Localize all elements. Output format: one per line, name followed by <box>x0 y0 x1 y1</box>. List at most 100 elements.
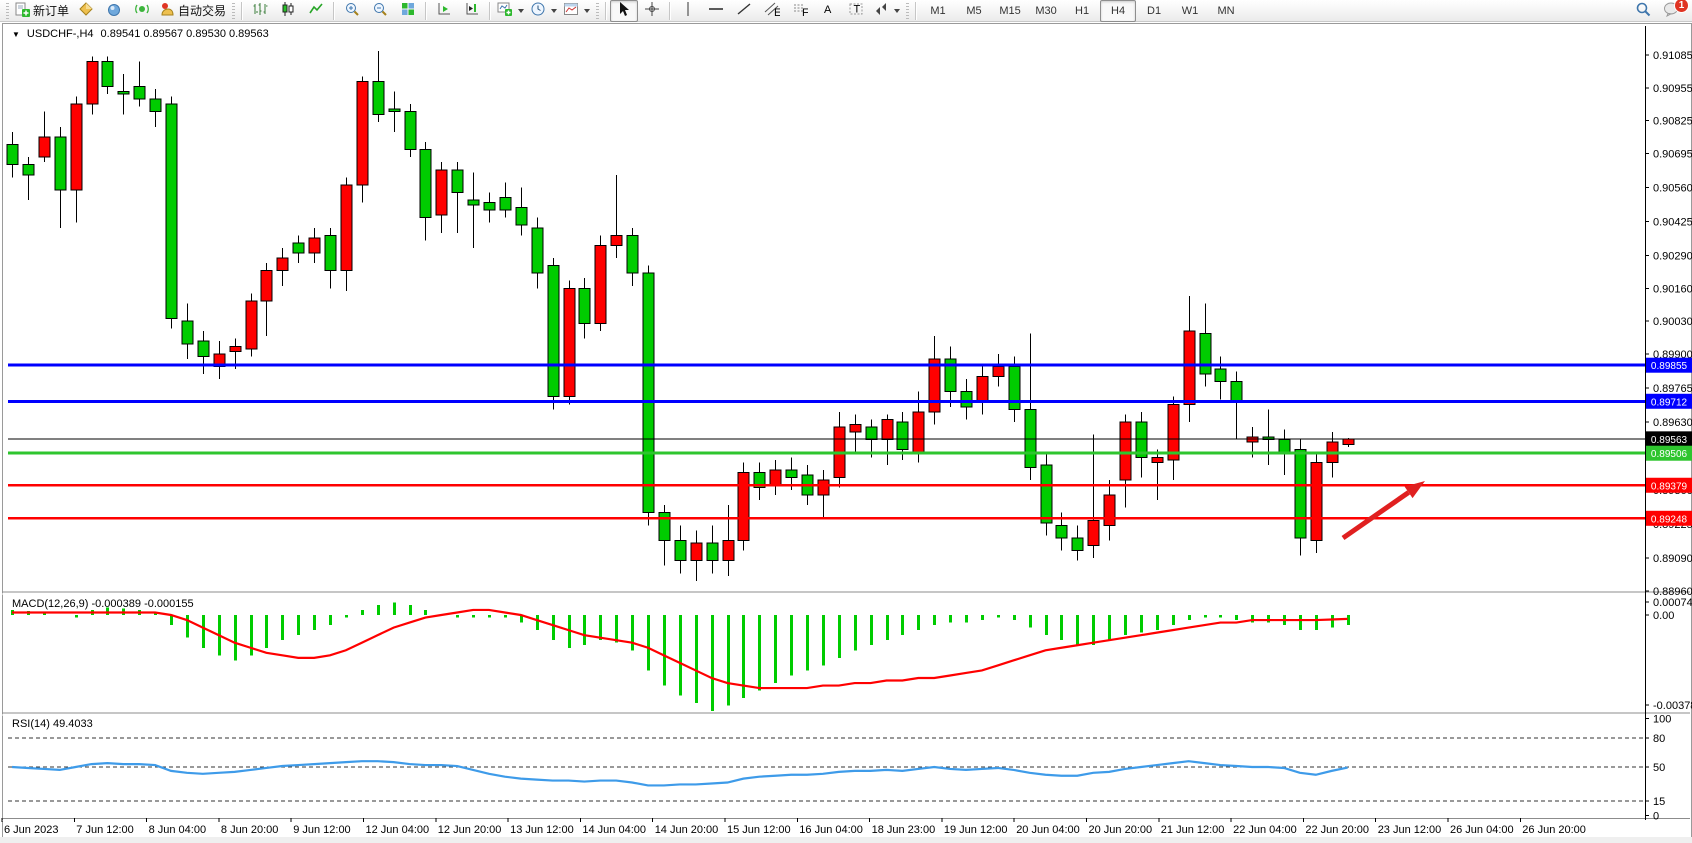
timeframe-h4-button[interactable]: H4 <box>1100 0 1137 22</box>
template-icon <box>563 1 579 20</box>
timeframe-m5-button[interactable]: M5 <box>966 4 982 17</box>
trendline-icon <box>736 1 752 20</box>
timeframe-m1-button[interactable]: M1 <box>930 4 946 17</box>
price-badge-0.89379: 0.89379 <box>1646 477 1692 493</box>
svg-text:26 Jun 04:00: 26 Jun 04:00 <box>1450 824 1514 836</box>
terminal-button[interactable] <box>128 0 156 22</box>
macd-panel: 0.0007410.00 -0.003781 <box>11 597 1692 712</box>
candle <box>340 184 353 272</box>
timeframe-w1-button[interactable]: W1 <box>1181 4 1199 17</box>
market-watch-button[interactable] <box>72 0 100 22</box>
chart-shift-button[interactable] <box>458 0 486 22</box>
candle <box>1278 439 1291 453</box>
notifications-button[interactable]: 1 <box>1657 0 1689 22</box>
candles <box>6 51 1355 581</box>
price-badge-0.89563: 0.89563 <box>1646 431 1692 447</box>
new-order-icon <box>15 2 30 20</box>
svg-text:50: 50 <box>1653 762 1665 774</box>
rsi-panel: 100 80 50 15 0 <box>8 714 1671 823</box>
candle <box>912 411 925 453</box>
text-label-tool-button[interactable]: T <box>842 0 870 22</box>
period-button[interactable] <box>527 0 560 22</box>
price-badge-0.89506: 0.89506 <box>1646 445 1692 461</box>
toolbar-separator <box>605 1 608 20</box>
template-button[interactable] <box>560 0 593 22</box>
timeframe-h1-button[interactable]: H1 <box>1075 4 1090 17</box>
svg-text:0.89248: 0.89248 <box>1651 514 1688 525</box>
candle <box>165 103 178 320</box>
candle <box>626 234 639 274</box>
candle <box>38 136 51 158</box>
status-strip <box>0 837 1692 843</box>
svg-text:T: T <box>854 4 861 16</box>
timeframe-mn-button[interactable]: MN <box>1217 4 1235 17</box>
trendline-tool-button[interactable] <box>730 0 758 22</box>
panel-frame <box>2 26 1690 821</box>
bar-chart-icon <box>252 1 268 20</box>
zoom-out-button[interactable] <box>366 0 394 22</box>
vertical-line-tool-button[interactable] <box>674 0 702 22</box>
crosshair-tool-button[interactable] <box>638 0 666 22</box>
candle <box>276 257 289 272</box>
zoom-in-icon <box>344 1 360 20</box>
horizontal-line-tool-button[interactable] <box>702 0 730 22</box>
candle <box>944 358 957 393</box>
horizontal-line-icon <box>708 1 724 20</box>
price-badge-0.89855: 0.89855 <box>1646 357 1692 373</box>
zoom-in-button[interactable] <box>338 0 366 22</box>
candle <box>292 242 305 254</box>
navigator-icon <box>106 1 122 20</box>
candlestick-chart-button[interactable] <box>274 0 302 22</box>
svg-text:0.90695: 0.90695 <box>1653 148 1692 160</box>
bar-chart-button[interactable] <box>246 0 274 22</box>
candle <box>388 108 401 113</box>
timeframe-d1-button[interactable]: D1 <box>1147 4 1162 17</box>
svg-text:0.00: 0.00 <box>1653 610 1674 622</box>
svg-text:80: 80 <box>1653 733 1665 745</box>
candle <box>1294 449 1307 539</box>
candle <box>610 234 623 246</box>
dropdown-arrow-icon <box>894 8 901 13</box>
timeframe-m30-button[interactable]: M30 <box>1035 4 1057 17</box>
candle <box>658 512 671 541</box>
time-axis[interactable]: 6 Jun 2023 7 Jun 12:00 8 Jun 04:00 8 Jun 20… <box>1 818 1586 836</box>
chart-title: ▼ USDCHF-,H4 0.89541 0.89567 0.89530 0.8… <box>12 28 269 40</box>
rsi-line <box>11 760 1348 787</box>
candle <box>197 340 210 357</box>
text-tool-button[interactable]: A <box>814 0 842 22</box>
candle <box>578 287 591 325</box>
candle <box>372 80 385 115</box>
toolbar-grip <box>232 2 236 19</box>
cursor-tool-button[interactable] <box>610 0 639 22</box>
trend-arrow-annotation[interactable] <box>1341 481 1425 541</box>
auto-trading-button[interactable]: 自动交易 <box>156 0 229 22</box>
search-button[interactable] <box>1629 0 1657 22</box>
candle <box>86 60 99 105</box>
equidistant-channel-tool-button[interactable]: E <box>758 0 786 22</box>
new-chart-button[interactable] <box>494 0 527 22</box>
new-order-button[interactable]: 新订单 <box>12 0 72 22</box>
svg-text:0.89090: 0.89090 <box>1653 553 1692 565</box>
navigator-button[interactable] <box>100 0 128 22</box>
candle <box>404 111 417 151</box>
svg-text:20 Jun 20:00: 20 Jun 20:00 <box>1089 824 1153 836</box>
fibonacci-tool-button[interactable]: F <box>786 0 814 22</box>
candle <box>54 136 67 191</box>
timeframe-m15-button[interactable]: M15 <box>999 4 1021 17</box>
arrows-tool-button[interactable] <box>870 0 903 22</box>
line-chart-button[interactable] <box>302 0 330 22</box>
candle <box>1214 368 1227 383</box>
svg-text:0.000741: 0.000741 <box>1653 597 1692 609</box>
chart-window <box>2 23 1692 843</box>
toolbar-separator <box>425 1 428 20</box>
candle <box>483 202 496 211</box>
auto-scroll-button[interactable] <box>430 0 458 22</box>
price-axis[interactable]: 0.91085 0.90955 0.90825 0.90695 0.90560 0.904… <box>1645 50 1692 598</box>
chart-context-marker-icon[interactable]: ▼ <box>12 29 20 39</box>
candle <box>1119 421 1132 481</box>
tile-windows-icon <box>400 1 416 20</box>
tile-windows-button[interactable] <box>394 0 422 22</box>
svg-text:0.90425: 0.90425 <box>1653 216 1692 228</box>
candle <box>1151 456 1164 463</box>
